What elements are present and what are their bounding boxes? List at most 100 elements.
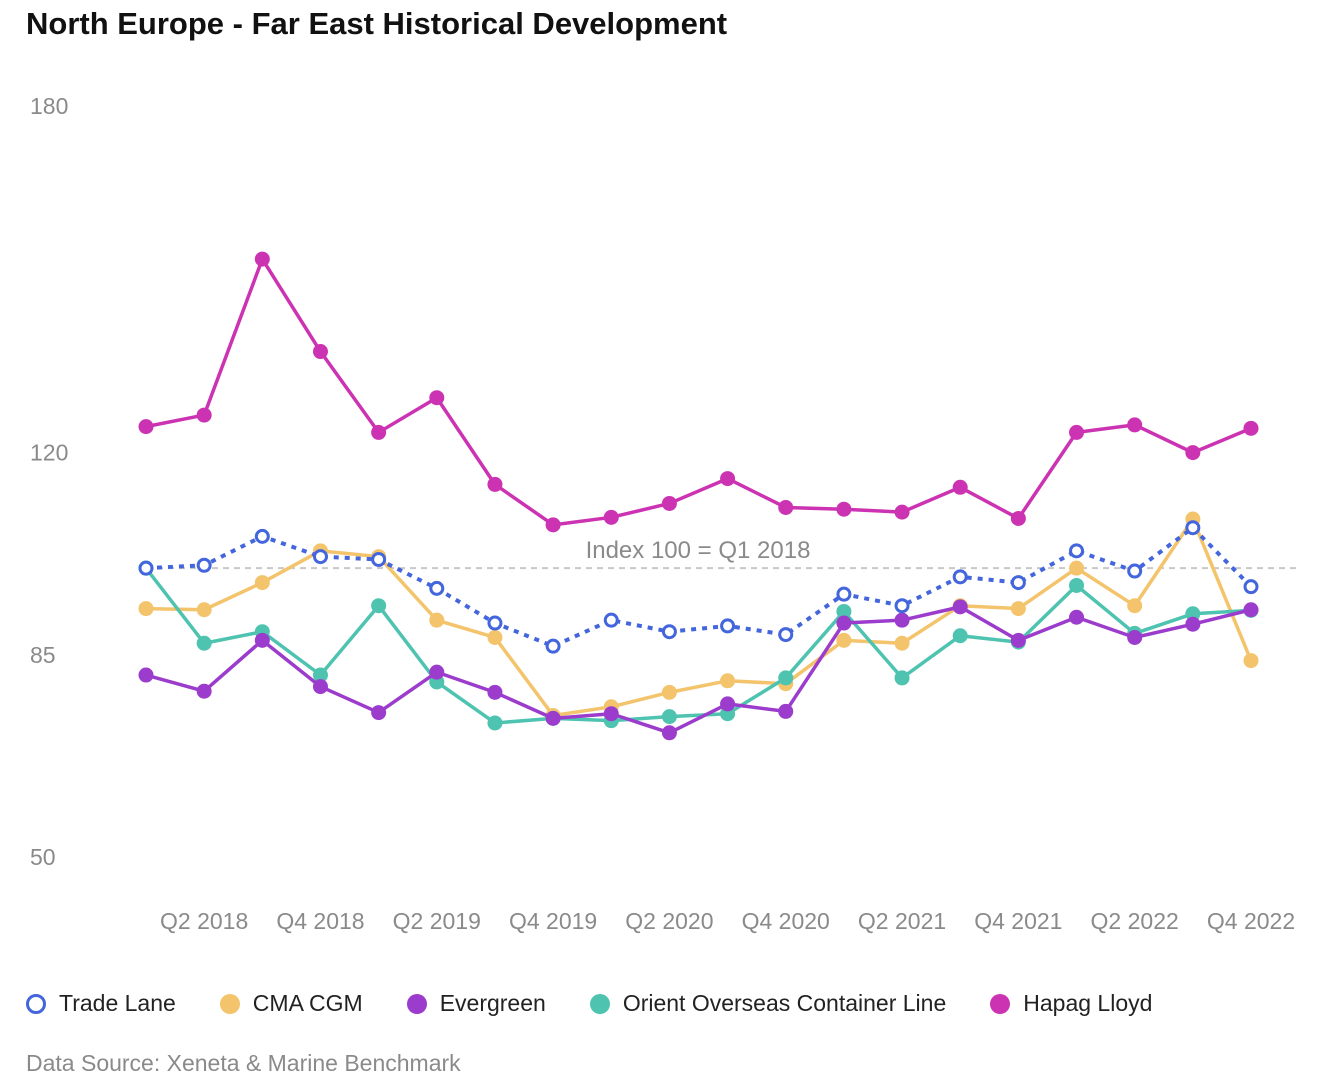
data-point-evergreen bbox=[894, 612, 910, 628]
data-point-trade-lane bbox=[429, 580, 445, 596]
data-point-trade-lane bbox=[138, 560, 154, 576]
data-point-orient-overseas-container-line bbox=[778, 670, 794, 686]
data-point-evergreen bbox=[254, 632, 270, 648]
data-point-trade-lane bbox=[545, 638, 561, 654]
data-point-orient-overseas-container-line bbox=[371, 598, 387, 614]
data-point-evergreen bbox=[720, 696, 736, 712]
reference-line-label: Index 100 = Q1 2018 bbox=[586, 537, 811, 564]
data-point-trade-lane bbox=[487, 615, 503, 631]
legend-marker-evergreen bbox=[406, 993, 427, 1014]
data-point-trade-lane bbox=[661, 624, 677, 640]
data-point-evergreen bbox=[545, 710, 561, 726]
data-point-evergreen bbox=[371, 705, 387, 721]
legend-marker-oocl bbox=[589, 993, 610, 1014]
series-line-cma-cgm bbox=[145, 517, 1253, 718]
data-point-cma-cgm bbox=[1243, 653, 1259, 669]
data-point-orient-overseas-container-line bbox=[1069, 577, 1085, 593]
data-point-hapag-lloyd bbox=[778, 499, 794, 515]
data-point-hapag-lloyd bbox=[545, 517, 561, 533]
data-point-cma-cgm bbox=[429, 612, 445, 628]
y-tick-label: 120 bbox=[30, 440, 68, 466]
data-point-trade-lane bbox=[1185, 520, 1201, 536]
legend-label: Orient Overseas Container Line bbox=[622, 990, 947, 1016]
data-point-evergreen bbox=[1069, 609, 1085, 625]
data-point-cma-cgm bbox=[894, 635, 910, 651]
data-point-hapag-lloyd bbox=[720, 471, 736, 487]
data-point-orient-overseas-container-line bbox=[196, 635, 212, 651]
data-point-hapag-lloyd bbox=[1127, 417, 1143, 433]
data-point-hapag-lloyd bbox=[1185, 445, 1201, 461]
data-point-trade-lane bbox=[1069, 543, 1085, 559]
data-point-trade-lane bbox=[1243, 579, 1259, 595]
data-point-trade-lane bbox=[196, 557, 212, 573]
legend-marker-trade-lane bbox=[26, 993, 46, 1014]
data-point-evergreen bbox=[429, 664, 445, 680]
data-point-cma-cgm bbox=[196, 602, 212, 618]
data-point-evergreen bbox=[603, 706, 619, 722]
data-point-evergreen bbox=[1127, 629, 1143, 645]
data-point-cma-cgm bbox=[138, 601, 154, 617]
x-tick-label: Q4 2020 bbox=[742, 908, 830, 934]
series-orient-overseas-container-line bbox=[138, 560, 1259, 731]
data-point-trade-lane bbox=[254, 528, 270, 544]
x-tick-label: Q4 2018 bbox=[276, 908, 364, 934]
legend-item-hapag-lloyd[interactable]: Hapag Lloyd bbox=[990, 990, 1152, 1017]
legend-item-oocl[interactable]: Orient Overseas Container Line bbox=[589, 990, 947, 1017]
data-point-evergreen bbox=[836, 615, 852, 631]
series-hapag-lloyd bbox=[138, 251, 1259, 533]
data-point-evergreen bbox=[312, 679, 328, 695]
data-point-evergreen bbox=[196, 683, 212, 699]
data-point-evergreen bbox=[661, 725, 677, 741]
x-tick-label: Q4 2021 bbox=[974, 908, 1062, 934]
x-tick-label: Q2 2018 bbox=[160, 908, 248, 934]
data-point-evergreen bbox=[1010, 632, 1026, 648]
data-point-hapag-lloyd bbox=[1243, 420, 1259, 436]
data-source-note: Data Source: Xeneta & Marine Benchmark bbox=[26, 1050, 461, 1076]
data-point-evergreen bbox=[1243, 602, 1259, 618]
data-point-hapag-lloyd bbox=[661, 495, 677, 511]
data-point-trade-lane bbox=[312, 549, 328, 565]
series-line-evergreen bbox=[145, 605, 1252, 735]
data-point-evergreen bbox=[952, 599, 968, 615]
data-point-cma-cgm bbox=[254, 575, 270, 591]
series-line-hapag-lloyd bbox=[145, 257, 1252, 527]
data-point-cma-cgm bbox=[1069, 560, 1085, 576]
data-point-orient-overseas-container-line bbox=[312, 667, 328, 683]
legend-item-cma-cgm[interactable]: CMA CGM bbox=[219, 990, 363, 1017]
legend-label: Hapag Lloyd bbox=[1023, 990, 1153, 1016]
data-point-evergreen bbox=[138, 667, 154, 683]
data-point-evergreen bbox=[1185, 616, 1201, 632]
data-point-hapag-lloyd bbox=[1010, 510, 1026, 526]
series-trade-lane bbox=[138, 520, 1259, 654]
legend-item-trade-lane[interactable]: Trade Lane bbox=[26, 990, 176, 1017]
data-point-hapag-lloyd bbox=[312, 344, 328, 360]
data-point-orient-overseas-container-line bbox=[836, 603, 852, 619]
data-point-hapag-lloyd bbox=[138, 419, 154, 435]
legend-label: Trade Lane bbox=[59, 990, 176, 1016]
y-tick-label: 50 bbox=[30, 844, 56, 870]
data-point-trade-lane bbox=[603, 612, 619, 628]
data-point-orient-overseas-container-line bbox=[661, 709, 677, 725]
legend: Trade Lane CMA CGM Evergreen Orient Over… bbox=[26, 990, 1152, 1017]
legend-marker-hapag-lloyd bbox=[990, 993, 1011, 1014]
legend-label: Evergreen bbox=[439, 990, 546, 1016]
data-point-hapag-lloyd bbox=[603, 509, 619, 525]
data-point-orient-overseas-container-line bbox=[894, 670, 910, 686]
data-point-cma-cgm bbox=[1010, 601, 1026, 617]
data-point-trade-lane bbox=[720, 618, 736, 634]
legend-label: CMA CGM bbox=[252, 990, 363, 1016]
y-tick-label: 85 bbox=[30, 642, 56, 668]
x-tick-label: Q4 2022 bbox=[1207, 908, 1295, 934]
data-point-cma-cgm bbox=[661, 684, 677, 700]
x-tick-label: Q2 2020 bbox=[625, 908, 713, 934]
data-point-hapag-lloyd bbox=[894, 504, 910, 520]
data-point-trade-lane bbox=[952, 569, 968, 585]
data-point-trade-lane bbox=[371, 551, 387, 567]
legend-item-evergreen[interactable]: Evergreen bbox=[406, 990, 546, 1017]
data-point-cma-cgm bbox=[836, 632, 852, 648]
legend-marker-cma-cgm bbox=[219, 993, 240, 1014]
data-point-trade-lane bbox=[836, 586, 852, 602]
data-point-hapag-lloyd bbox=[196, 407, 212, 423]
data-point-trade-lane bbox=[894, 598, 910, 614]
data-point-trade-lane bbox=[1127, 563, 1143, 579]
